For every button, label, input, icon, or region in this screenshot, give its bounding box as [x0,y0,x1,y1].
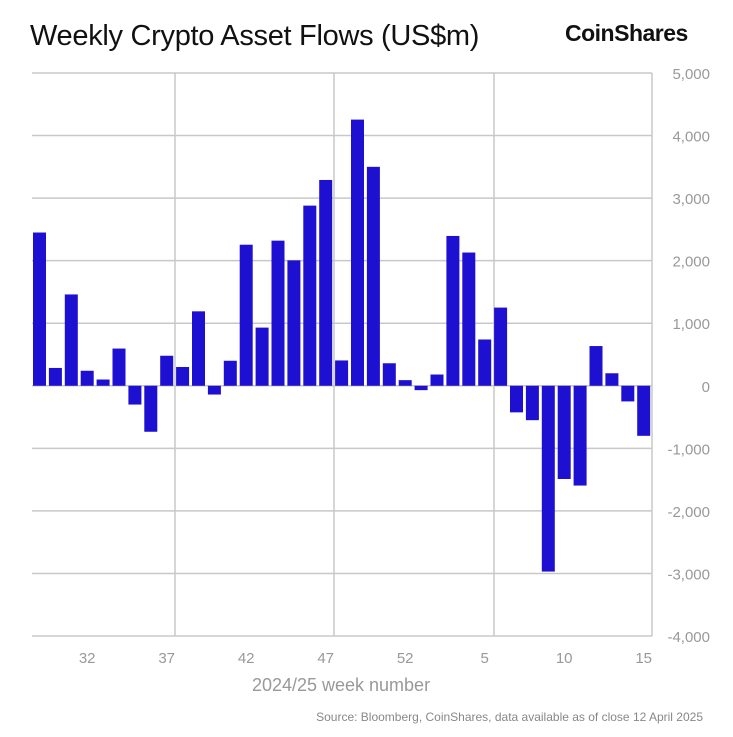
bar-week-30 [48,367,62,386]
bar-week-32 [80,370,94,386]
bar-week-10 [557,385,571,479]
bar-week-7 [510,385,523,413]
x-axis-ticks: 32 37 42 47 52 5 10 15 [79,650,652,667]
bar-week-35 [128,385,142,405]
bar-week-50 [366,166,380,386]
bars [33,119,651,572]
x-tick-label: 52 [397,650,414,667]
bar-week-2 [430,374,444,386]
bar-week-43 [255,327,269,386]
bar-week-33 [96,379,110,386]
x-tick-label: 37 [158,650,175,667]
bar-week-8 [525,385,539,421]
bar-week-31 [64,294,78,386]
bar-week-38 [176,367,190,386]
bar-week-46 [303,205,317,386]
bar-week-51 [382,363,396,386]
bar-week-34 [112,348,126,386]
bar-week-41 [223,360,237,386]
bar-week-47 [319,179,333,386]
bar-week-11 [573,385,587,486]
bar-week-9 [541,385,555,572]
coinshares-logo: CoinShares [565,20,688,46]
source-note: Source: Bloomberg, CoinShares, data avai… [316,710,703,724]
y-tick-label: -2,000 [667,504,710,521]
bar-week-37 [160,355,174,386]
bar-week-49 [351,119,364,386]
y-tick-label: 1,000 [672,316,710,333]
bar-week-15 [637,385,651,436]
y-tick-label: 5,000 [672,66,710,83]
bar-week-12 [589,346,603,386]
bar-week-45 [287,260,301,386]
x-tick-label: 47 [317,650,334,667]
y-tick-label: 4,000 [672,129,710,146]
chart-title: Weekly Crypto Asset Flows (US$m) [30,20,480,52]
y-tick-label: -4,000 [667,629,710,646]
y-axis-ticks: 5,000 4,000 3,000 2,000 1,000 0 -1,000 -2,000 -3… [667,66,710,646]
bar-week-6 [494,307,508,386]
bar-week-14 [621,385,635,402]
y-tick-label: 0 [702,379,710,396]
x-axis-label: 2024/25 week number [252,675,430,695]
x-tick-label: 5 [481,650,489,667]
x-tick-label: 10 [556,650,573,667]
bar-week-4 [462,252,476,386]
bar-week-3 [446,235,460,386]
bar-week-44 [271,240,285,386]
y-tick-label: 3,000 [672,191,710,208]
bar-chart: 5,000 4,000 3,000 2,000 1,000 0 -1,000 -2,000 -3… [32,66,710,695]
x-tick-label: 15 [635,650,652,667]
x-tick-label: 42 [238,650,255,667]
bar-week-1 [414,385,428,391]
bar-week-52 [398,380,412,386]
bar-week-42 [239,244,253,386]
bar-week-29 [33,232,46,386]
bar-week-39 [192,311,205,386]
bar-week-40 [207,385,221,395]
bar-week-36 [144,385,158,432]
x-tick-label: 32 [79,650,96,667]
bar-week-5 [478,339,492,386]
y-tick-label: -1,000 [667,441,710,458]
bar-week-13 [605,373,619,386]
bar-week-48 [335,360,349,386]
y-tick-label: 2,000 [672,254,710,271]
y-tick-label: -3,000 [667,566,710,583]
